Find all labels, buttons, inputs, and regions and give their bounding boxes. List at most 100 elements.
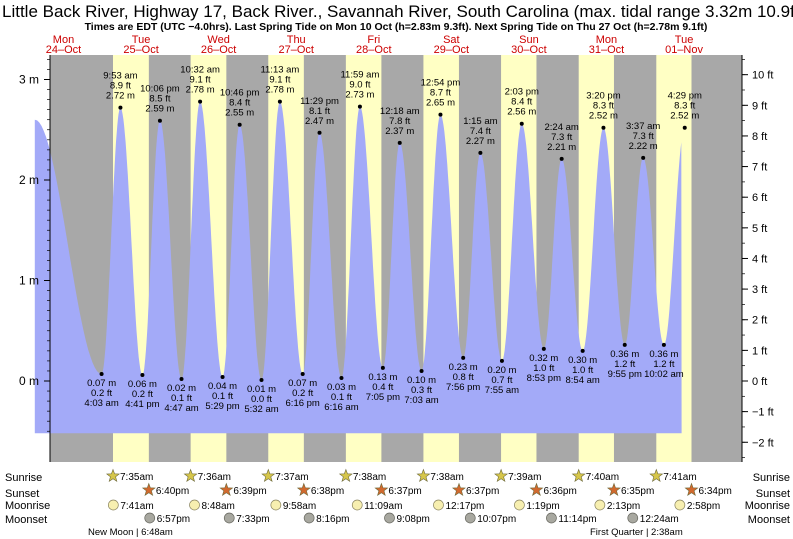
y-tick-label-ft: 10 ft [752,70,773,82]
high-tide-point [157,118,162,123]
low-tide-time: 8:53 pm [527,373,561,384]
high-tide-point [682,125,687,130]
low-tide-point [259,377,264,382]
sunset-time: 6:34pm [698,486,731,497]
y-tick-label-ft: 2 ft [752,315,767,327]
day-header-dow: Fri [367,34,380,46]
day-header-date: 01–Nov [665,44,703,56]
low-tide-ft: 0.1 ft [171,393,192,404]
high-tide-point [118,105,123,110]
day-header-date: 30–Oct [511,44,546,56]
low-tide-time: 7:56 pm [446,382,480,393]
chart-title: Little Back River, Highway 17, Back Rive… [2,2,793,21]
low-tide-time: 5:32 am [244,404,278,415]
row-label-moonrise-left: Moonrise [5,500,50,512]
sunset-time: 6:35pm [621,486,654,497]
high-tide-ft: 8.5 ft [149,94,170,105]
sunset-icon [219,482,234,497]
low-tide-time: 4:41 pm [125,399,159,410]
high-tide-ft: 7.8 ft [389,116,410,127]
y-tick-label-ft: 4 ft [752,253,767,265]
high-tide-m: 2.59 m [145,104,174,115]
sunset-icon [529,482,544,497]
low-tide-m: 0.10 m [407,375,436,386]
row-label-sunset-right: Sunset [756,488,790,500]
high-tide-ft: 8.1 ft [309,106,330,117]
high-tide-m: 2.21 m [547,142,576,153]
low-tide-point [140,372,145,377]
sunrise-time: 7:35am [120,472,153,483]
high-tide-time: 9:53 am [103,71,137,82]
high-tide-time: 12:54 pm [421,78,461,89]
row-label-sunrise-left: Sunrise [5,472,42,484]
sunset-icon [684,482,699,497]
low-tide-m: 0.23 m [449,362,478,373]
moonset-time: 9:08pm [396,514,429,525]
moonrise-time: 12:17pm [445,501,484,512]
low-tide-ft: 0.4 ft [372,382,393,393]
high-tide-time: 11:59 am [340,70,379,81]
sunrise-icon [261,468,276,483]
day-header-dow: Tue [675,34,694,46]
high-tide-point [357,104,362,109]
chart-subtitle: Times are EDT (UTC −4.0hrs). Last Spring… [85,21,708,33]
high-tide-point [198,99,203,104]
day-header-date: 24–Oct [46,44,81,56]
sunrise-time: 7:36am [198,472,231,483]
low-tide-point [380,365,385,370]
sunset-icon [606,482,621,497]
moonrise-icon [674,499,686,511]
low-tide-ft: 1.2 ft [653,359,674,370]
low-tide-m: 0.02 m [167,383,196,394]
low-tide-point [622,342,627,347]
high-tide-ft: 8.4 ft [229,98,250,109]
high-tide-time: 12:18 am [380,106,420,117]
high-tide-point [317,130,322,135]
high-tide-point [478,150,483,155]
high-tide-ft: 9.0 ft [349,80,370,91]
sunrise-icon [571,468,586,483]
high-tide-ft: 7.3 ft [633,131,654,142]
day-header-date: 31–Oct [589,44,624,56]
high-tide-time: 4:29 pm [668,91,702,102]
high-tide-m: 2.78 m [265,85,294,96]
day-header-date: 28–Oct [356,44,391,56]
y-tick-label-ft: 1 ft [752,345,767,357]
low-tide-point [419,368,424,373]
sun-moon-rows: Sunrise Sunset Moonrise Moonset Sunrise … [5,468,790,538]
moonrise-time: 1:19pm [526,501,559,512]
high-tide-time: 1:15 am [463,116,497,127]
day-header-date: 27–Oct [278,44,313,56]
y-tick-label-ft: −2 ft [752,437,774,449]
high-tide-ft: 9.1 ft [190,75,211,86]
low-tide-ft: 1.0 ft [572,365,593,376]
sunrise-time: 7:39am [508,472,541,483]
moonrise-icon [189,499,200,511]
low-tide-m: 0.06 m [128,379,157,390]
high-tide-m: 2.65 m [426,98,455,109]
high-tide-point [277,99,282,104]
low-tide-time: 7:03 am [404,395,438,406]
high-tide-time: 11:29 pm [300,96,339,107]
tide-area [34,101,682,434]
y-tick-label-ft: −1 ft [752,407,774,419]
high-tide-time: 10:32 am [180,65,220,76]
y-tick-label-ft: 5 ft [752,223,767,235]
day-header-dow: Sun [519,34,539,46]
moonrise-time: 7:41am [120,501,153,512]
sunrise-time: 7:37am [275,472,308,483]
high-tide-ft: 7.3 ft [551,132,572,143]
low-tide-ft: 0.1 ft [331,392,352,403]
sunset-time: 6:38pm [311,486,344,497]
moonrise-time: 8:48am [202,501,235,512]
sunrise-icon [105,468,121,483]
row-label-sunrise-right: Sunrise [753,472,790,484]
sunset-time: 6:37pm [466,486,499,497]
high-tide-point [559,156,564,161]
low-tide-m: 0.07 m [288,378,317,389]
low-tide-ft: 0.8 ft [453,372,474,383]
high-tide-m: 2.37 m [385,126,414,137]
row-label-moonrise-right: Moonrise [745,500,790,512]
moonrise-icon [107,499,119,511]
